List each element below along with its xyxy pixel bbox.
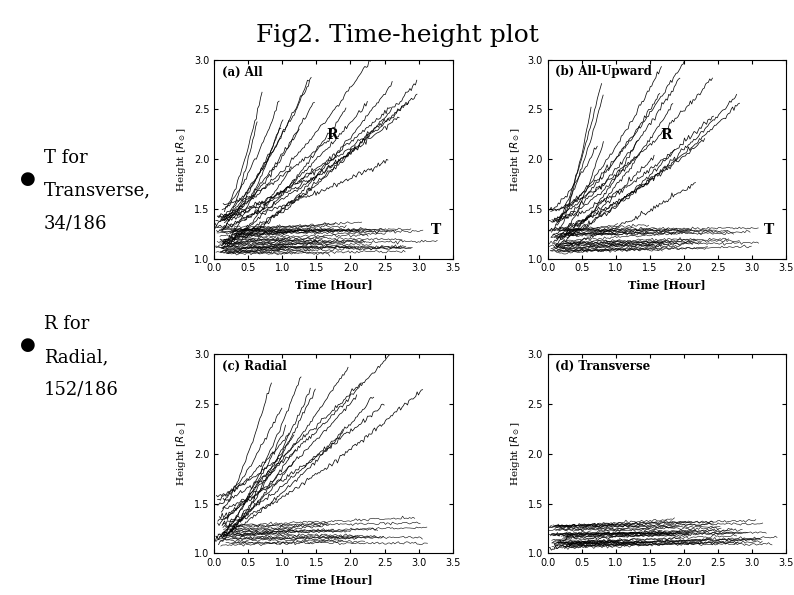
Text: 152/186: 152/186 (44, 381, 118, 399)
Y-axis label: Height [$R_\odot$]: Height [$R_\odot$] (175, 421, 188, 486)
Text: Radial,: Radial, (44, 348, 108, 366)
Text: R: R (326, 128, 338, 142)
X-axis label: Time [Hour]: Time [Hour] (628, 279, 706, 290)
Text: R for: R for (44, 315, 89, 333)
X-axis label: Time [Hour]: Time [Hour] (628, 574, 706, 585)
Text: Fig2. Time-height plot: Fig2. Time-height plot (256, 24, 538, 47)
Text: R: R (660, 128, 672, 142)
Text: 34/186: 34/186 (44, 214, 107, 232)
Text: (d) Transverse: (d) Transverse (555, 360, 650, 373)
X-axis label: Time [Hour]: Time [Hour] (295, 279, 372, 290)
Y-axis label: Height [$R_\odot$]: Height [$R_\odot$] (508, 421, 522, 486)
Text: T: T (431, 223, 441, 237)
Text: (a) All: (a) All (222, 65, 262, 79)
X-axis label: Time [Hour]: Time [Hour] (295, 574, 372, 585)
Text: T for: T for (44, 149, 87, 167)
Text: (b) All-Upward: (b) All-Upward (555, 65, 652, 79)
Text: T: T (765, 223, 774, 237)
Y-axis label: Height [$R_\odot$]: Height [$R_\odot$] (175, 127, 188, 192)
Text: ●: ● (20, 336, 36, 354)
Text: ●: ● (20, 170, 36, 187)
Y-axis label: Height [$R_\odot$]: Height [$R_\odot$] (508, 127, 522, 192)
Text: Transverse,: Transverse, (44, 181, 151, 199)
Text: (c) Radial: (c) Radial (222, 360, 287, 373)
